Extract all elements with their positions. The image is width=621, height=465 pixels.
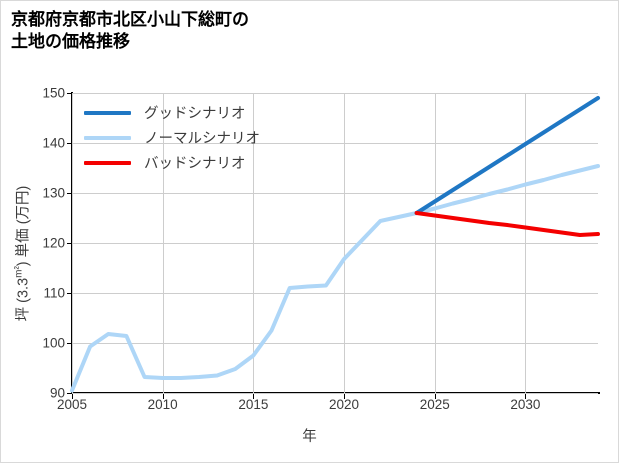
gridline-vertical bbox=[525, 93, 527, 393]
y-axis-label-superscript: m² bbox=[13, 266, 25, 278]
y-tick-mark bbox=[67, 293, 72, 294]
page-title: 京都府京都市北区小山下総町の 土地の価格推移 bbox=[11, 10, 249, 52]
gridline-horizontal bbox=[72, 293, 598, 294]
x-tick-label: 2030 bbox=[510, 397, 541, 412]
legend-label-good: グッドシナリオ bbox=[144, 106, 246, 122]
chart-legend: グッドシナリオ ノーマルシナリオ バッドシナリオ bbox=[76, 94, 270, 181]
y-tick-label: 90 bbox=[49, 385, 65, 401]
x-tick-label: 2015 bbox=[238, 397, 269, 412]
legend-swatch-normal bbox=[84, 135, 131, 140]
series-layer bbox=[70, 96, 600, 393]
gridline-horizontal bbox=[72, 143, 598, 144]
legend-item-bad: バッドシナリオ bbox=[84, 150, 260, 175]
x-tick-label: 2010 bbox=[147, 397, 178, 412]
x-tick-mark bbox=[162, 394, 164, 399]
x-tick-label: 2025 bbox=[419, 397, 450, 412]
legend-item-normal: ノーマルシナリオ bbox=[84, 125, 260, 150]
x-tick-label: 2020 bbox=[329, 397, 360, 412]
gridline-vertical bbox=[162, 93, 164, 393]
y-tick-label: 100 bbox=[42, 335, 65, 351]
series-line-bad bbox=[414, 211, 600, 237]
y-tick-mark bbox=[67, 243, 72, 244]
x-tick-label: 2005 bbox=[56, 397, 88, 412]
y-tick-mark bbox=[67, 343, 72, 344]
y-tick-mark bbox=[67, 93, 72, 94]
y-tick-label: 110 bbox=[43, 285, 65, 301]
gridline-horizontal bbox=[72, 393, 598, 394]
legend-item-good: グッドシナリオ bbox=[84, 100, 260, 125]
gridline-horizontal bbox=[72, 243, 598, 244]
gridline-vertical bbox=[72, 93, 73, 393]
y-tick-mark bbox=[67, 193, 72, 194]
x-axis-label: 年 bbox=[302, 429, 317, 445]
y-tick-label: 120 bbox=[42, 235, 65, 251]
plot-area bbox=[70, 93, 600, 394]
series-line-good bbox=[414, 96, 600, 215]
legend-swatch-good bbox=[84, 110, 131, 115]
legend-swatch-bad bbox=[84, 160, 131, 165]
y-tick-mark bbox=[67, 393, 72, 394]
y-tick-label: 150 bbox=[42, 85, 65, 101]
legend-label-bad: バッドシナリオ bbox=[144, 156, 246, 172]
y-tick-label: 130 bbox=[42, 185, 65, 201]
gridline-horizontal bbox=[72, 193, 598, 194]
series-line-normal bbox=[70, 164, 600, 393]
gridline-vertical bbox=[344, 93, 346, 393]
gridline-vertical bbox=[434, 93, 436, 393]
x-tick-mark bbox=[525, 394, 527, 399]
y-tick-mark bbox=[67, 143, 72, 144]
x-tick-mark bbox=[434, 394, 436, 399]
legend-label-normal: ノーマルシナリオ bbox=[144, 131, 260, 147]
y-tick-label: 140 bbox=[42, 135, 65, 151]
gridline-horizontal bbox=[72, 93, 598, 94]
x-tick-mark bbox=[253, 394, 255, 399]
x-tick-mark bbox=[344, 394, 346, 399]
gridline-horizontal bbox=[72, 343, 598, 344]
x-tick-mark bbox=[72, 394, 73, 399]
gridline-vertical bbox=[253, 93, 255, 393]
